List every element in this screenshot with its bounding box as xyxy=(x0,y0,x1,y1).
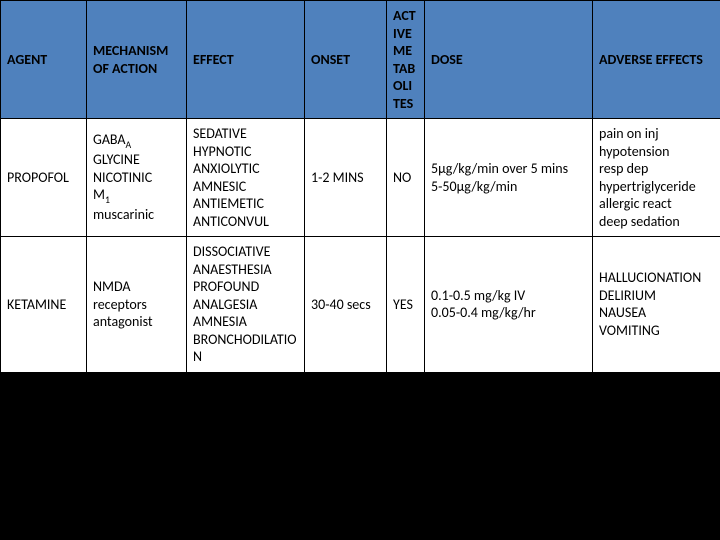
cell-active-metab: YES xyxy=(387,237,425,373)
col-mechanism: MECHANISM OF ACTION xyxy=(87,1,187,119)
cell-mechanism: NMDA receptorsantagonist xyxy=(87,237,187,373)
cell-agent: KETAMINE xyxy=(1,237,87,373)
cell-adverse: HALLUCIONATION DELIRIUM NAUSEA VOMITING xyxy=(593,237,720,373)
drug-table: AGENT MECHANISM OF ACTION EFFECT ONSET A… xyxy=(0,0,720,373)
col-onset: ONSET xyxy=(305,1,387,119)
col-adverse: ADVERSE EFFECTS xyxy=(593,1,720,119)
cell-active-metab: NO xyxy=(387,119,425,237)
col-dose: DOSE xyxy=(425,1,593,119)
table-row: KETAMINE NMDA receptorsantagonist DISSOC… xyxy=(1,237,720,373)
cell-effect: SEDATIVE HYPNOTIC ANXIOLYTIC AMNESIC ANT… xyxy=(187,119,305,237)
table-row: PROPOFOL GABAAGLYCINENICOTINICM1muscarin… xyxy=(1,119,720,237)
cell-onset: 1-2 MINS xyxy=(305,119,387,237)
cell-dose: 5μg/kg/min over 5 mins 5-50μg/kg/min xyxy=(425,119,593,237)
cell-adverse: pain on inj hypotension resp dep hypertr… xyxy=(593,119,720,237)
col-agent: AGENT xyxy=(1,1,87,119)
cell-agent: PROPOFOL xyxy=(1,119,87,237)
cell-mechanism: GABAAGLYCINENICOTINICM1muscarinic xyxy=(87,119,187,237)
header-row: AGENT MECHANISM OF ACTION EFFECT ONSET A… xyxy=(1,1,720,119)
cell-effect: DISSOCIATIVE ANAESTHESIA PROFOUND ANALGE… xyxy=(187,237,305,373)
cell-onset: 30-40 secs xyxy=(305,237,387,373)
col-active-metab: ACTIVE METABOLITES xyxy=(387,1,425,119)
cell-dose: 0.1-0.5 mg/kg IV 0.05-0.4 mg/kg/hr xyxy=(425,237,593,373)
col-effect: EFFECT xyxy=(187,1,305,119)
